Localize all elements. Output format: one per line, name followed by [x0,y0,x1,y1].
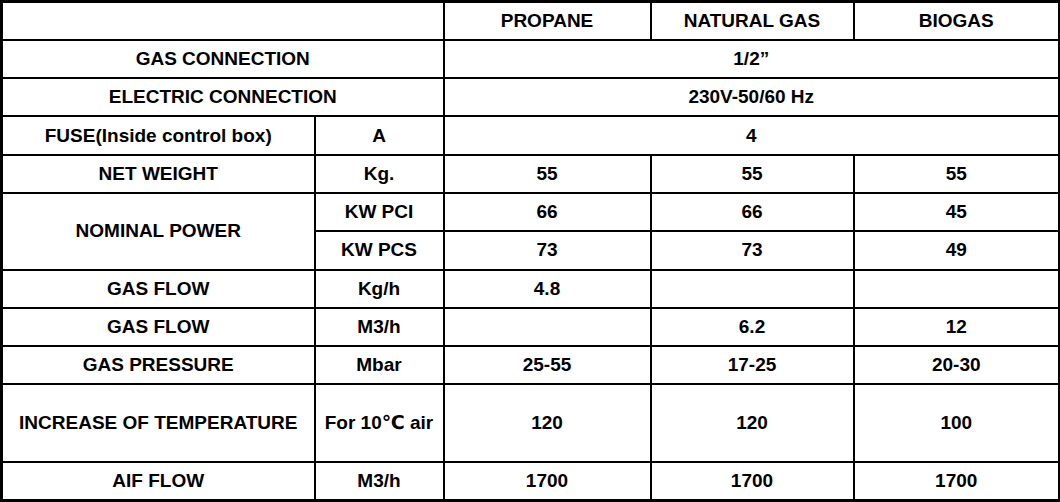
header-row: PROPANE NATURAL GAS BIOGAS [2,2,1060,40]
net-weight-natural-gas: 55 [651,155,854,193]
fuse-label: FUSE(Inside control box) [2,116,315,154]
gas-flow-m3-propane [444,308,651,346]
row-gas-flow-m3: GAS FLOW M3/h 6.2 12 [2,308,1060,346]
nominal-power-label: NOMINAL POWER [2,193,315,270]
nominal-power-pci-propane: 66 [444,193,651,231]
electric-connection-label: ELECTRIC CONNECTION [2,78,444,116]
aif-flow-propane: 1700 [444,462,651,500]
nominal-power-pcs-propane: 73 [444,231,651,269]
nominal-power-pci-biogas: 45 [854,193,1060,231]
nominal-power-pcs-unit: KW PCS [315,231,444,269]
row-net-weight: NET WEIGHT Kg. 55 55 55 [2,155,1060,193]
gas-flow-kg-propane: 4.8 [444,270,651,308]
gas-flow-kg-unit: Kg/h [315,270,444,308]
net-weight-unit: Kg. [315,155,444,193]
net-weight-biogas: 55 [854,155,1060,193]
gas-connection-value: 1/2” [444,40,1060,78]
net-weight-label: NET WEIGHT [2,155,315,193]
gas-flow-m3-label: GAS FLOW [2,308,315,346]
row-nominal-power-pci: NOMINAL POWER KW PCI 66 66 45 [2,193,1060,231]
aif-flow-label: AIF FLOW [2,462,315,500]
gas-flow-m3-unit: M3/h [315,308,444,346]
fuse-unit: A [315,116,444,154]
nominal-power-pci-unit: KW PCI [315,193,444,231]
increase-temperature-propane: 120 [444,384,651,462]
nominal-power-pcs-biogas: 49 [854,231,1060,269]
column-header-propane: PROPANE [444,2,651,40]
row-increase-of-temperature: INCREASE OF TEMPERATURE For 10℃ air 120 … [2,384,1060,462]
gas-flow-kg-natural-gas [651,270,854,308]
gas-flow-m3-biogas: 12 [854,308,1060,346]
row-electric-connection: ELECTRIC CONNECTION 230V-50/60 Hz [2,78,1060,116]
gas-pressure-propane: 25-55 [444,346,651,384]
row-gas-flow-kg: GAS FLOW Kg/h 4.8 [2,270,1060,308]
row-gas-pressure: GAS PRESSURE Mbar 25-55 17-25 20-30 [2,346,1060,384]
increase-temperature-biogas: 100 [854,384,1060,462]
gas-pressure-unit: Mbar [315,346,444,384]
aif-flow-unit: M3/h [315,462,444,500]
fuse-value: 4 [444,116,1060,154]
column-header-natural-gas: NATURAL GAS [651,2,854,40]
gas-pressure-biogas: 20-30 [854,346,1060,384]
electric-connection-value: 230V-50/60 Hz [444,78,1060,116]
corner-cell [2,2,444,40]
gas-flow-m3-natural-gas: 6.2 [651,308,854,346]
increase-temperature-natural-gas: 120 [651,384,854,462]
aif-flow-biogas: 1700 [854,462,1060,500]
increase-temperature-unit: For 10℃ air [315,384,444,462]
row-gas-connection: GAS CONNECTION 1/2” [2,40,1060,78]
column-header-biogas: BIOGAS [854,2,1060,40]
net-weight-propane: 55 [444,155,651,193]
row-aif-flow: AIF FLOW M3/h 1700 1700 1700 [2,462,1060,500]
row-fuse: FUSE(Inside control box) A 4 [2,116,1060,154]
gas-flow-kg-biogas [854,270,1060,308]
gas-specification-table: PROPANE NATURAL GAS BIOGAS GAS CONNECTIO… [0,0,1060,502]
aif-flow-natural-gas: 1700 [651,462,854,500]
nominal-power-pci-natural-gas: 66 [651,193,854,231]
increase-temperature-label: INCREASE OF TEMPERATURE [2,384,315,462]
gas-pressure-natural-gas: 17-25 [651,346,854,384]
gas-connection-label: GAS CONNECTION [2,40,444,78]
nominal-power-pcs-natural-gas: 73 [651,231,854,269]
gas-pressure-label: GAS PRESSURE [2,346,315,384]
gas-flow-kg-label: GAS FLOW [2,270,315,308]
